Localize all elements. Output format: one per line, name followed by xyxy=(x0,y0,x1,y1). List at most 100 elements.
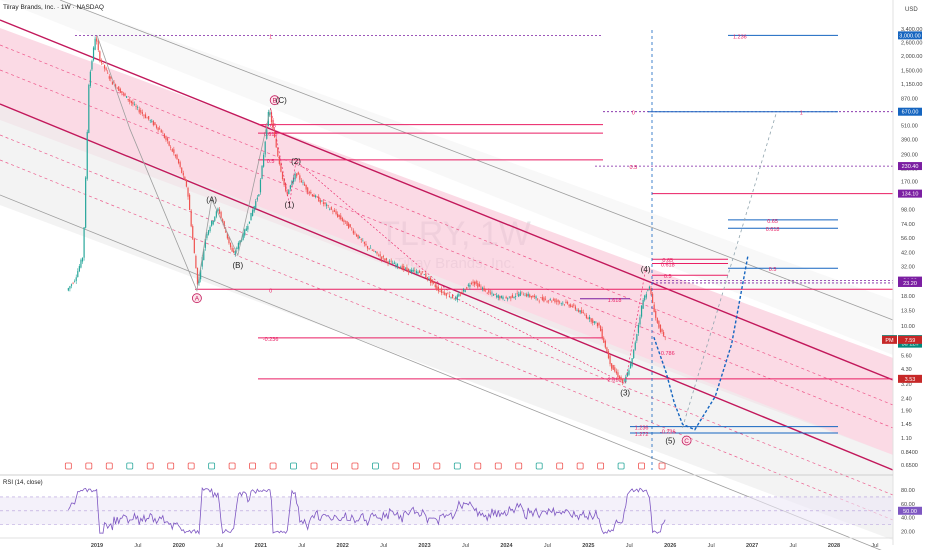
fib-label: 0.5 xyxy=(267,159,275,165)
candle-body xyxy=(316,196,318,198)
candle-body xyxy=(625,376,627,382)
wave-label: (1) xyxy=(285,201,295,210)
candle-body xyxy=(396,263,399,267)
rsi-tick: 80.00 xyxy=(901,488,915,494)
candle-body xyxy=(177,159,180,164)
candle-body xyxy=(414,270,416,271)
candle-body xyxy=(135,106,137,107)
candle-body xyxy=(272,120,274,129)
candle-body xyxy=(97,40,99,51)
event-marker xyxy=(392,462,400,470)
event-marker xyxy=(64,462,72,470)
fib-label: 0.5 xyxy=(769,267,777,273)
candle-body xyxy=(529,294,531,297)
candle-body xyxy=(455,297,457,300)
channel-lower-line xyxy=(0,103,894,471)
candle-body xyxy=(174,154,177,157)
candle-body xyxy=(524,295,526,297)
candle-body xyxy=(162,132,164,134)
candle-body xyxy=(275,138,277,148)
candle-body xyxy=(439,291,441,292)
candle-body xyxy=(388,260,391,262)
candle-body xyxy=(179,162,181,168)
candle-body xyxy=(281,171,284,180)
candle-body xyxy=(184,177,186,180)
event-marker xyxy=(269,462,277,470)
candle-body xyxy=(187,187,189,197)
projection-path xyxy=(653,255,749,431)
candle-body xyxy=(78,266,80,272)
candle-body xyxy=(99,51,101,62)
candle-body xyxy=(463,289,465,292)
candle-body xyxy=(132,102,134,105)
candle-body xyxy=(442,292,444,293)
fib-label: 0 xyxy=(632,111,635,117)
candle-body xyxy=(321,200,323,202)
event-marker xyxy=(658,462,666,470)
candle-body xyxy=(215,211,217,217)
candle-body xyxy=(159,128,161,130)
time-tick: Jul xyxy=(544,543,551,549)
event-marker xyxy=(208,462,216,470)
candle-body xyxy=(600,326,602,332)
candle-body xyxy=(417,271,419,274)
time-tick: Jul xyxy=(380,543,387,549)
candle-body xyxy=(393,262,395,264)
candle-body xyxy=(445,293,447,297)
candle-body xyxy=(502,296,504,300)
candle-body xyxy=(511,294,514,298)
candle-body xyxy=(548,300,550,302)
candle-body xyxy=(592,319,594,323)
event-marker xyxy=(412,462,420,470)
candle-body xyxy=(623,380,625,382)
candle-body xyxy=(486,292,488,294)
time-tick: 2019 xyxy=(91,543,103,549)
price-tag-label: 7.59 xyxy=(905,338,916,344)
candle-body xyxy=(256,197,258,200)
candle-body xyxy=(581,310,583,314)
candle-body xyxy=(138,109,140,113)
candle-body xyxy=(119,88,121,93)
candle-body xyxy=(478,284,480,287)
candle-body xyxy=(411,269,413,272)
candle-body xyxy=(220,212,222,218)
candle-body xyxy=(96,38,98,42)
candle-body xyxy=(278,156,280,165)
price-tick: 4.30 xyxy=(901,367,912,373)
candle-body xyxy=(234,251,236,255)
candle-body xyxy=(206,234,208,239)
price-tick: 3.20 xyxy=(901,382,912,388)
event-marker xyxy=(105,462,113,470)
fib-label: 1 xyxy=(269,34,272,40)
candle-body xyxy=(407,268,410,273)
time-tick: Jul xyxy=(626,543,633,549)
channel-fill-outer xyxy=(0,0,893,355)
candle-body xyxy=(305,184,307,190)
candle-body xyxy=(365,243,367,246)
fib-label: 1 xyxy=(800,111,803,117)
candle-body xyxy=(108,76,110,79)
channel-upper-line xyxy=(0,19,894,381)
candle-body xyxy=(576,310,578,311)
candle-body xyxy=(656,317,658,323)
price-tick: 2,600.00 xyxy=(901,41,922,47)
price-tag-label: PM xyxy=(885,338,894,344)
price-tag-label: 3,000.00 xyxy=(899,33,920,39)
candle-body xyxy=(360,239,362,240)
wave-label: B xyxy=(273,98,277,105)
candle-body xyxy=(259,179,262,193)
candle-body xyxy=(225,229,227,233)
time-tick: Jul xyxy=(216,543,223,549)
wave-circle xyxy=(681,435,692,446)
price-tag-label: 230.40 xyxy=(902,164,919,170)
candle-body xyxy=(611,363,613,369)
candle-body xyxy=(549,299,551,301)
candle-body xyxy=(118,86,120,91)
candle-body xyxy=(92,47,95,61)
candle-body xyxy=(527,293,529,297)
time-tick: 2021 xyxy=(255,543,267,549)
wave-circle xyxy=(269,95,280,106)
candle-body xyxy=(196,267,199,285)
wave-label: C xyxy=(684,438,689,445)
